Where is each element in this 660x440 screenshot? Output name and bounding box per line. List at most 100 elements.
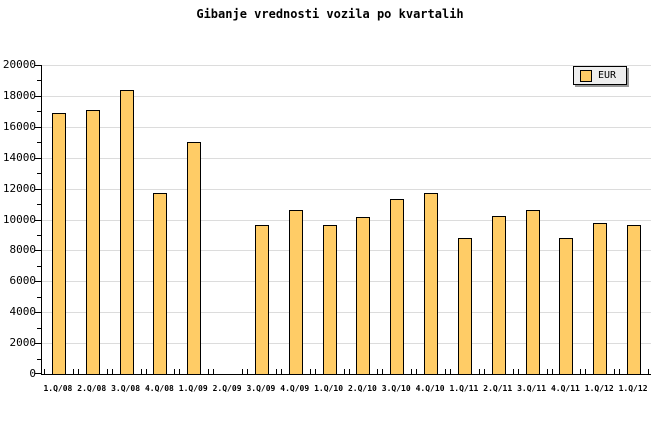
bar-2q11-13 <box>491 216 506 374</box>
y-major-tick-16000 <box>35 126 41 128</box>
legend-label: EUR <box>598 69 617 81</box>
y-axis-label-16000: 16000 <box>2 119 36 133</box>
gridline-16000 <box>42 126 651 128</box>
bar-3q11-14 <box>525 210 540 374</box>
x-tick-0-0 <box>44 369 45 374</box>
x-axis-label-10: 3.Q/10 <box>381 384 411 393</box>
legend: EUR <box>573 66 627 85</box>
x-tick-0-1 <box>72 369 74 374</box>
x-axis-label-6: 3.Q/09 <box>246 384 276 393</box>
bar-1q09-4 <box>187 142 202 374</box>
y-minor-tick-1000 <box>37 358 41 360</box>
y-axis-label-6000: 6000 <box>9 274 37 288</box>
x-tick-12-1 <box>478 369 480 374</box>
x-tick-13-1 <box>512 369 514 374</box>
legend-swatch <box>580 69 592 82</box>
x-tick-12-0 <box>450 369 451 374</box>
x-tick-2-0 <box>111 369 113 374</box>
bar-2q08-1 <box>85 110 100 374</box>
gridline-4000 <box>42 312 651 314</box>
x-tick-13-0 <box>483 369 485 374</box>
x-axis-label-15: 4.Q/11 <box>550 384 580 393</box>
y-minor-tick-19000 <box>37 80 41 82</box>
bar-2q10-9 <box>356 217 371 374</box>
gridline-18000 <box>42 95 651 97</box>
x-axis-label-14: 3.Q/11 <box>517 384 547 393</box>
x-axis-label-17: 1.Q/12 <box>618 384 648 393</box>
y-major-tick-20000 <box>35 65 41 66</box>
y-major-tick-14000 <box>35 157 41 159</box>
y-minor-tick-17000 <box>37 111 41 113</box>
y-axis-label-0: 0 <box>29 367 36 380</box>
y-axis-label-2000: 2000 <box>9 336 37 350</box>
plot-area <box>35 65 651 375</box>
bar-1q12-16 <box>593 223 608 374</box>
x-tick-9-0 <box>348 369 350 374</box>
bar-3q10-10 <box>390 199 405 374</box>
y-minor-tick-7000 <box>37 265 41 267</box>
x-tick-8-0 <box>314 369 316 374</box>
x-axis-label-2: 3.Q/08 <box>111 384 141 393</box>
y-major-tick-6000 <box>35 281 41 283</box>
x-axis-label-8: 1.Q/10 <box>314 384 344 393</box>
y-minor-tick-9000 <box>37 234 41 236</box>
x-tick-1-0 <box>77 369 79 374</box>
bar-1q10-8 <box>322 225 337 374</box>
x-axis-label-12: 1.Q/11 <box>449 384 479 393</box>
y-major-tick-8000 <box>35 250 41 252</box>
x-tick-3-0 <box>145 369 147 374</box>
x-tick-1-1 <box>106 369 108 374</box>
x-axis-label-13: 2.Q/11 <box>483 384 513 393</box>
y-minor-tick-13000 <box>37 173 41 175</box>
x-tick-16-0 <box>585 369 587 374</box>
x-tick-5-0 <box>213 369 215 374</box>
gridline-2000 <box>42 343 651 345</box>
y-axis-label-10000: 10000 <box>2 212 36 226</box>
y-major-tick-0 <box>35 373 41 374</box>
x-tick-6-1 <box>275 369 277 374</box>
x-tick-2-1 <box>140 369 142 374</box>
x-tick-17-1 <box>648 369 649 374</box>
y-major-tick-12000 <box>35 188 41 190</box>
x-tick-10-0 <box>382 369 384 374</box>
y-major-tick-18000 <box>35 95 41 97</box>
bar-3q09-6 <box>254 225 269 374</box>
x-axis-label-9: 2.Q/10 <box>347 384 377 393</box>
bar-4q09-7 <box>288 210 303 374</box>
x-tick-9-1 <box>377 369 379 374</box>
x-tick-5-1 <box>242 369 243 374</box>
x-tick-4-0 <box>179 369 181 374</box>
y-minor-tick-3000 <box>37 327 41 329</box>
x-tick-10-1 <box>411 369 413 374</box>
y-axis-label-20000: 20000 <box>2 58 36 71</box>
x-axis-label-7: 4.Q/09 <box>280 384 310 393</box>
chart-title: Gibanje vrednosti vozila po kvartalih <box>196 7 464 21</box>
gridline-10000 <box>42 219 651 221</box>
y-axis-label-18000: 18000 <box>2 88 36 102</box>
bar-1q11-12 <box>457 238 472 374</box>
x-tick-8-1 <box>343 369 345 374</box>
x-tick-17-0 <box>619 369 621 374</box>
bar-4q08-3 <box>153 193 168 374</box>
x-axis-label-11: 4.Q/10 <box>415 384 445 393</box>
x-axis-label-3: 4.Q/08 <box>144 384 174 393</box>
x-axis-label-16: 1.Q/12 <box>584 384 614 393</box>
y-minor-tick-5000 <box>37 296 41 298</box>
x-axis-label-1: 2.Q/08 <box>77 384 107 393</box>
y-major-tick-4000 <box>35 312 41 314</box>
x-tick-15-1 <box>580 369 582 374</box>
y-major-tick-10000 <box>35 219 41 221</box>
bar-1q08-0 <box>51 113 66 374</box>
gridline-12000 <box>42 188 651 190</box>
x-tick-14-0 <box>517 369 519 374</box>
x-tick-6-0 <box>247 369 248 374</box>
x-tick-7-1 <box>309 369 311 374</box>
x-tick-11-1 <box>445 369 446 374</box>
x-tick-14-1 <box>546 369 548 374</box>
x-tick-4-1 <box>208 369 210 374</box>
bar-4q11-15 <box>559 238 574 374</box>
bar-3q08-2 <box>119 90 134 374</box>
x-axis-label-5: 2.Q/09 <box>212 384 242 393</box>
x-tick-3-1 <box>174 369 176 374</box>
